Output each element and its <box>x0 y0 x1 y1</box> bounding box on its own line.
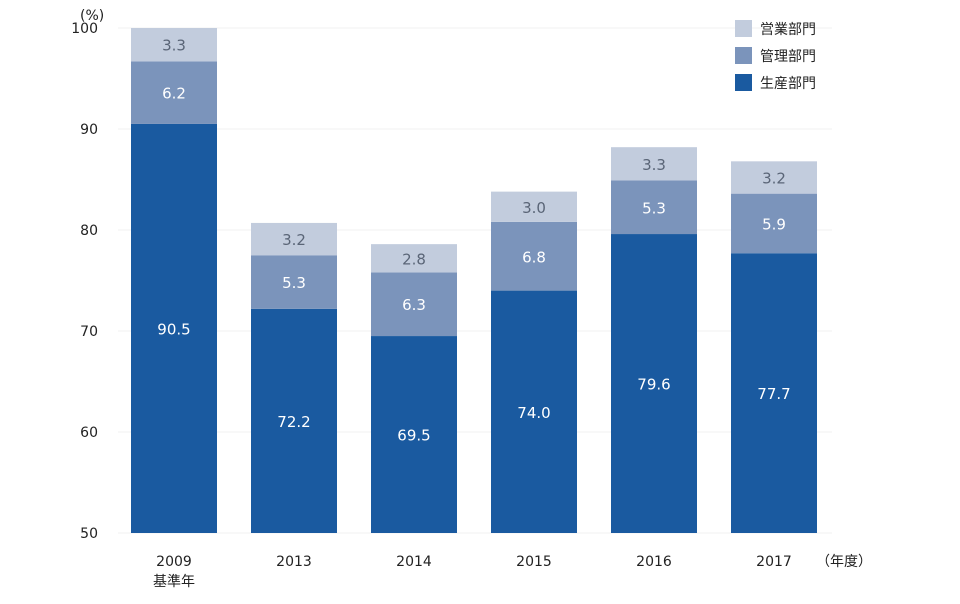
x-tick-label: 2013 <box>276 554 312 570</box>
data-label: 3.2 <box>762 169 786 187</box>
bar-segment <box>731 253 817 534</box>
x-tick-sublabel: 基準年 <box>153 573 195 590</box>
bar-segment <box>611 234 697 534</box>
bar-segment <box>731 193 817 254</box>
y-axis-unit-label: (%) <box>80 8 104 24</box>
data-label: 6.3 <box>402 296 426 314</box>
x-axis-unit-label: （年度） <box>816 554 872 570</box>
gridlines <box>118 27 832 534</box>
data-label: 72.2 <box>277 413 310 431</box>
data-label: 2.8 <box>402 250 426 268</box>
data-label: 3.3 <box>642 156 666 174</box>
y-tick-label: 60 <box>80 425 98 441</box>
bar-segment <box>131 123 217 533</box>
x-tick-label: 2009 <box>156 554 192 570</box>
legend-label: 生産部門 <box>760 76 816 92</box>
bar-segment <box>131 61 217 124</box>
bar-segment <box>251 222 337 256</box>
data-label: 90.5 <box>157 320 190 338</box>
x-tick-label: 2015 <box>516 554 552 570</box>
legend-label: 営業部門 <box>760 22 816 38</box>
data-label: 5.3 <box>282 274 306 292</box>
bar-segment <box>371 244 457 273</box>
bar-segment <box>491 290 577 533</box>
bar-segment <box>611 147 697 181</box>
axes: (%) （年度） 50 60 70 80 90 100 2009 基準年 2013 2014 201… <box>71 8 872 590</box>
data-label: 79.6 <box>637 376 670 394</box>
data-label: 3.3 <box>162 37 186 55</box>
data-label: 69.5 <box>397 427 430 445</box>
data-label: 3.2 <box>282 231 306 249</box>
y-tick-label: 80 <box>80 223 98 239</box>
bar-segment <box>251 308 337 533</box>
data-label: 5.3 <box>642 199 666 217</box>
bar-segment <box>611 180 697 235</box>
legend-swatch <box>735 74 752 91</box>
data-label: 6.8 <box>522 248 546 266</box>
bar-segment <box>131 28 217 62</box>
y-tick-label: 70 <box>80 324 98 340</box>
y-tick-label: 50 <box>80 526 98 542</box>
legend-label: 管理部門 <box>760 49 816 65</box>
bar-segment <box>251 255 337 309</box>
bar-segment <box>491 191 577 222</box>
data-label: 77.7 <box>757 385 790 403</box>
bar-segment <box>731 161 817 194</box>
bar-segment <box>371 272 457 337</box>
legend-swatch <box>735 47 752 64</box>
x-tick-label: 2016 <box>636 554 672 570</box>
x-tick-label: 2017 <box>756 554 792 570</box>
bars: 90.5 6.2 3.3 72.2 5.3 3.2 69.5 6.3 2.8 74.0 6.8 3.0… <box>131 28 817 534</box>
bar-segment <box>371 336 457 533</box>
y-tick-label: 100 <box>71 21 98 37</box>
x-tick-label: 2014 <box>396 554 432 570</box>
legend-swatch <box>735 20 752 37</box>
data-label: 5.9 <box>762 215 786 233</box>
y-tick-label: 90 <box>80 122 98 138</box>
data-label: 6.2 <box>162 85 186 103</box>
data-label: 74.0 <box>517 404 550 422</box>
data-label: 3.0 <box>522 199 546 217</box>
bar-segment <box>491 221 577 291</box>
